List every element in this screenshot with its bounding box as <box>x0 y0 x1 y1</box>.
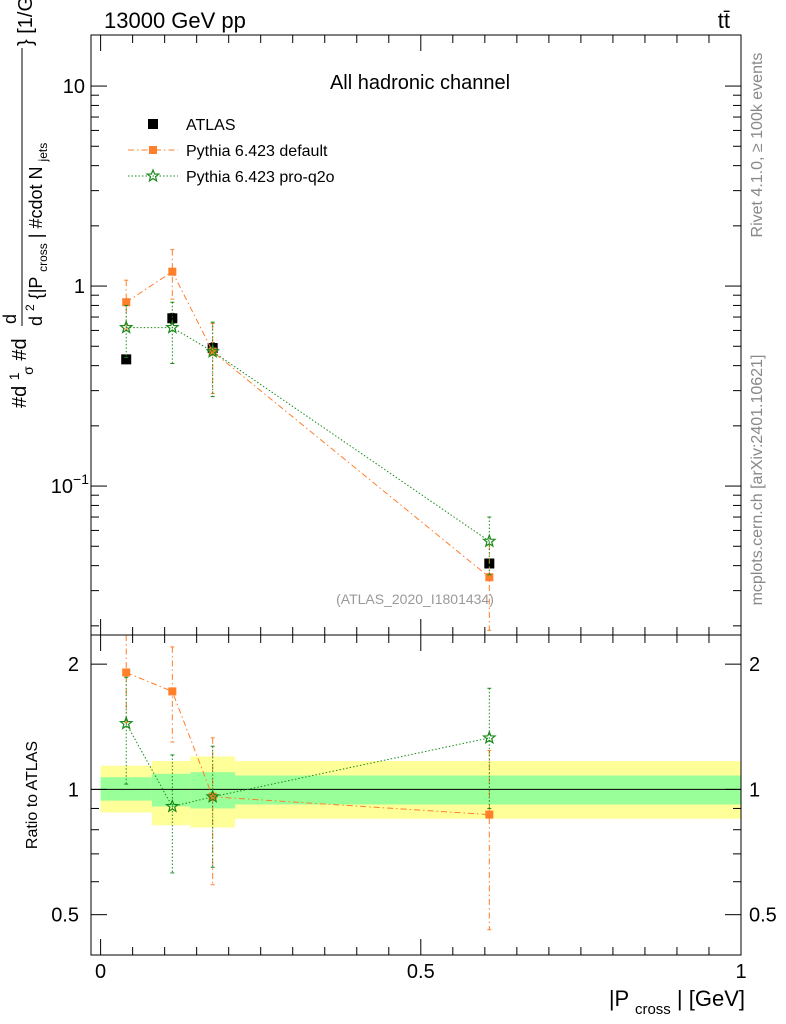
ylabel-frac1-den: σ <box>20 366 36 375</box>
ylabel-frac1-num: 1 <box>6 372 22 380</box>
ratio-ytick-label-right: 1 <box>749 779 760 801</box>
header-right-label: tt̄ <box>718 8 730 33</box>
ratio-uncertainty-bands <box>91 756 741 828</box>
ratio-ytick-label-left: 1 <box>68 779 79 801</box>
main-pythia-6-423-pro-q2o-point <box>481 533 497 548</box>
ratio-pythia-6-423-pro-q2o-point <box>118 715 134 730</box>
ratio-xtick-label: 1 <box>735 961 746 983</box>
ratio-ytick-label-left: 2 <box>68 654 79 676</box>
ratio-ylabel: Ratio to ATLAS <box>24 741 41 849</box>
ratio-plot-panel: 0.5 0.5 1 1 2 2 0 0.5 1 Ratio to ATLAS |P cross … <box>24 634 777 1019</box>
ylabel-units: [1/GeV] <box>15 0 37 34</box>
legend-marker-pythia-proq2o <box>145 168 161 183</box>
ratio-pythia-6-423-default-line <box>126 672 490 816</box>
main-atlas-point <box>167 313 178 324</box>
ratio-xlabel: |P cross | [GeV] <box>609 986 745 1019</box>
rivet-version-label: Rivet 4.1.0, ≥ 100k events <box>749 53 766 238</box>
main-ytick-label-base: 10 <box>51 476 73 498</box>
legend: ATLAS Pythia 6.423 default Pythia 6.423 … <box>128 117 335 186</box>
ratio-pythia-6-423-pro-q2o-point <box>482 730 497 745</box>
legend-entry-pythia-default: Pythia 6.423 default <box>128 143 328 160</box>
xlabel-main: |P <box>609 986 629 1011</box>
ratio-series-layer <box>118 634 497 931</box>
xlabel-sub: cross <box>635 1001 671 1018</box>
main-ytick-label-exp: −1 <box>73 471 89 487</box>
main-ytick-label: 1 <box>74 276 85 298</box>
ratio-pythia-6-423-default-point <box>208 792 217 801</box>
legend-label-pythia-proq2o: Pythia 6.423 pro-q2o <box>186 169 335 186</box>
main-pythia-6-423-pro-q2o-point <box>118 319 134 334</box>
ratio-ytick-label-right: 2 <box>749 654 760 676</box>
main-ylabel-deriv-den: d 2 {|P cross | #cdot N jets <box>18 143 51 326</box>
mcplots-label: mcplots.cern.ch [arXiv:2401.10621] <box>749 355 766 606</box>
ratio-xtick-label: 0.5 <box>407 961 435 983</box>
main-pythia-6-423-default-line <box>125 270 490 578</box>
main-ylabel-tail: } [1/GeV] <box>15 0 37 46</box>
ylabel-deriv-den: {|P <box>26 277 46 300</box>
main-ylabel-text: #d 1 σ #d <box>2 338 38 408</box>
ylabel-deriv-sup: 2 <box>23 304 37 311</box>
ratio-pythia-6-423-default-point <box>485 810 494 819</box>
ratio-axis-ticks: 0.5 0.5 1 1 2 2 0 0.5 1 <box>51 635 777 983</box>
ylabel-numer: #d <box>9 386 31 408</box>
legend-entry-atlas: ATLAS <box>148 117 236 134</box>
ylabel-deriv-num: d <box>0 314 20 324</box>
ratio-ytick-label-left: 0.5 <box>51 905 79 927</box>
ratio-plot-frame <box>90 634 742 956</box>
legend-label-atlas: ATLAS <box>186 117 236 134</box>
ratio-pythia-6-423-pro-q2o-series <box>118 676 497 874</box>
ratio-pythia-6-423-default-point <box>122 668 131 677</box>
ratio-pythia-6-423-default-point <box>168 687 177 696</box>
main-ylabel: #d 1 σ #d d d 2 {|P cross | #cdot N jets… <box>0 0 51 408</box>
main-atlas-point <box>121 354 132 365</box>
ylabel-deriv-den-tail: | #cdot N <box>26 166 46 238</box>
ylabel-deriv-num-sup: d <box>26 316 46 326</box>
main-ytick-label: 10 <box>63 76 85 98</box>
main-pythia-6-423-pro-q2o-point <box>165 319 180 334</box>
legend-entry-pythia-proq2o: Pythia 6.423 pro-q2o <box>128 168 335 186</box>
main-series-layer <box>118 249 497 631</box>
legend-marker-atlas <box>148 119 158 129</box>
xlabel-tail: | [GeV] <box>677 986 745 1011</box>
ylabel-numer2: #d <box>9 338 31 360</box>
main-pythia-6-423-default-point <box>485 573 494 582</box>
ratio-pythia-6-423-pro-q2o-line <box>125 723 490 808</box>
ylabel-deriv-den-tail-sub: jets <box>36 143 50 163</box>
watermark-label: (ATLAS_2020_I1801434) <box>336 591 494 607</box>
ratio-pythia-6-423-pro-q2o-point <box>164 798 180 813</box>
ratio-pythia-6-423-pro-q2o-point <box>205 789 220 803</box>
legend-label-pythia-default: Pythia 6.423 default <box>186 143 328 160</box>
main-ylabel-deriv-num: d <box>0 314 20 324</box>
main-chart-title: All hadronic channel <box>330 72 510 94</box>
main-pythia-6-423-pro-q2o-line <box>126 327 490 542</box>
legend-marker-pythia-default <box>149 146 157 154</box>
ratio-stat-uncertainty-band <box>235 775 741 805</box>
ratio-stat-uncertainty-band <box>100 777 152 801</box>
main-pythia-6-423-default-point <box>168 267 177 276</box>
ylabel-deriv-den-sub: cross <box>36 243 50 272</box>
main-atlas-series <box>121 312 495 569</box>
main-pythia-6-423-pro-q2o-series <box>118 301 497 576</box>
ratio-stat-uncertainty-band <box>151 773 191 807</box>
ylabel-brace: } <box>15 39 37 46</box>
ratio-ytick-label-right: 0.5 <box>749 905 777 927</box>
main-ytick-label: 10−1 <box>51 471 89 498</box>
main-pythia-6-423-default-series <box>122 249 494 631</box>
main-pythia-6-423-default-point <box>122 298 131 307</box>
main-pythia-6-423-pro-q2o-point <box>205 343 221 358</box>
ratio-xtick-label: 0 <box>95 961 106 983</box>
header-left-label: 13000 GeV pp <box>104 8 246 33</box>
